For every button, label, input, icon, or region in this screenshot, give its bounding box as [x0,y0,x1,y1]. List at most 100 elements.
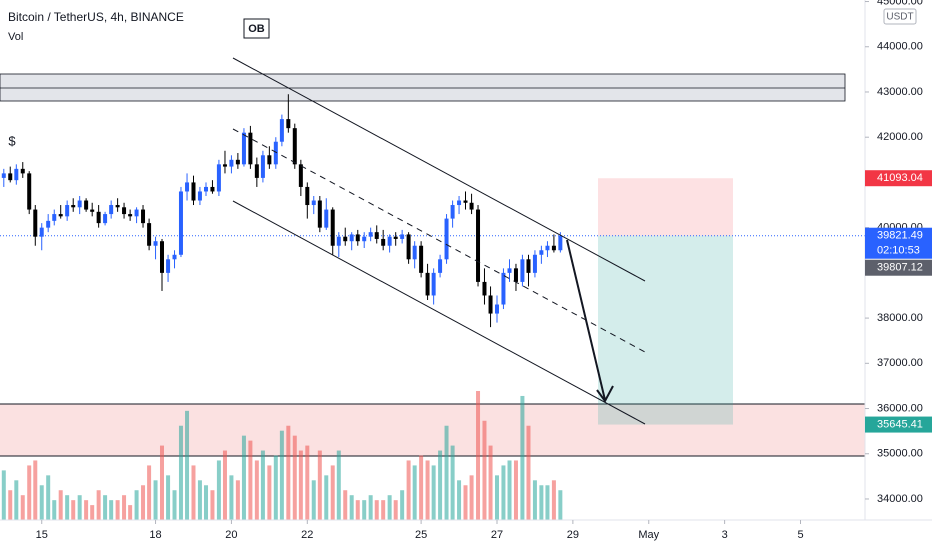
candle-body [438,259,443,273]
y-tick-label: 42000.00 [877,131,923,143]
volume-bar [191,465,196,520]
volume-bar [172,490,177,520]
volume-bar [134,490,139,520]
drawings [232,57,646,425]
candle-body [235,159,240,165]
stop-zone [598,178,733,236]
candle-body [539,250,544,255]
candle-body [362,236,367,242]
candle-body [122,207,127,215]
volume-bar [406,460,411,520]
x-tick-label: 25 [415,529,427,541]
candle-body [476,209,481,282]
volume-bar [254,460,259,520]
volume-bar [197,480,202,520]
volume-bar [147,465,152,520]
candle-body [248,132,253,165]
volume-bar [90,505,95,520]
candle-body [52,214,57,221]
candle-body [520,259,525,282]
volume-bar [39,485,44,520]
x-tick-label: 20 [225,529,237,541]
volume-bar [65,495,70,520]
zones [0,73,865,457]
volume-bar [14,480,19,520]
candle-body [501,272,506,305]
arrow-shaft [566,239,606,401]
candle-body [393,236,398,239]
axes: 34000.00 35000.00 36000.00 37000.00 38000.00… [36,0,923,541]
candle-body [513,268,518,282]
volume-bar [159,445,164,520]
volume-bar [122,495,127,520]
volume-bar [349,495,354,520]
candle-body [343,236,348,242]
volume-bar [273,455,278,520]
candle-body [109,205,114,215]
volume-bar [381,500,386,520]
x-tick-label: 27 [491,529,503,541]
candle-body [141,209,146,224]
candle-body [46,220,51,228]
volume-bar [279,430,284,520]
candle-body [65,205,70,217]
volume-bar [330,465,335,520]
volume-bar [298,450,303,520]
y-tick-label: 37000.00 [877,357,923,369]
candle-body [260,155,265,178]
volume-bar [109,500,114,520]
candle-body [216,164,221,192]
x-tick-label: 3 [722,529,728,541]
candle-body [324,209,329,228]
volume-bar [545,485,550,520]
candle-body [254,164,259,178]
volume-bar [520,395,525,520]
candle-body [387,236,392,246]
x-tick-label: 18 [149,529,161,541]
volume-bar [84,500,89,520]
candle-body [494,304,499,314]
candle-body [267,155,272,165]
candle-body [482,281,487,296]
candle-body [463,200,468,203]
candle-body [210,186,215,192]
candle-body [349,234,354,242]
price-label: 39807.12 [877,262,923,274]
volume-bar [222,450,227,520]
candle-body [469,202,474,210]
candle-body [444,218,449,260]
volume-bar [210,490,215,520]
candle-body [381,238,386,246]
volume-bar [166,475,171,520]
candle-body [558,235,563,251]
candle-body [39,227,44,237]
volume-bar [33,460,38,520]
candle-body [298,164,303,187]
ob-box [243,18,270,39]
volume-bar [248,440,253,520]
volume-bar [260,450,265,520]
volume-bar [96,490,101,520]
candle-body [96,211,101,224]
volume-bar [71,500,76,520]
candle-body [412,245,417,260]
candle-body [406,234,411,260]
volume-bar [115,500,120,520]
volume-bar [292,435,297,520]
volume-bar [482,420,487,520]
price-label-box [865,170,932,187]
chart-title: Bitcoin / TetherUS, 4h, BINANCE [8,10,184,24]
volume-bar [469,475,474,520]
price-label-box [865,416,932,433]
candle-body [159,241,164,273]
price-label: 41093.04 [877,172,923,184]
candle-body [286,119,291,129]
volume-bar [204,485,209,520]
candle-body [197,191,202,201]
volume-bar [311,480,316,520]
volume-bar [400,490,405,520]
volume-bar [185,410,190,520]
volume-bar [374,500,379,520]
volume-bar [457,480,462,520]
